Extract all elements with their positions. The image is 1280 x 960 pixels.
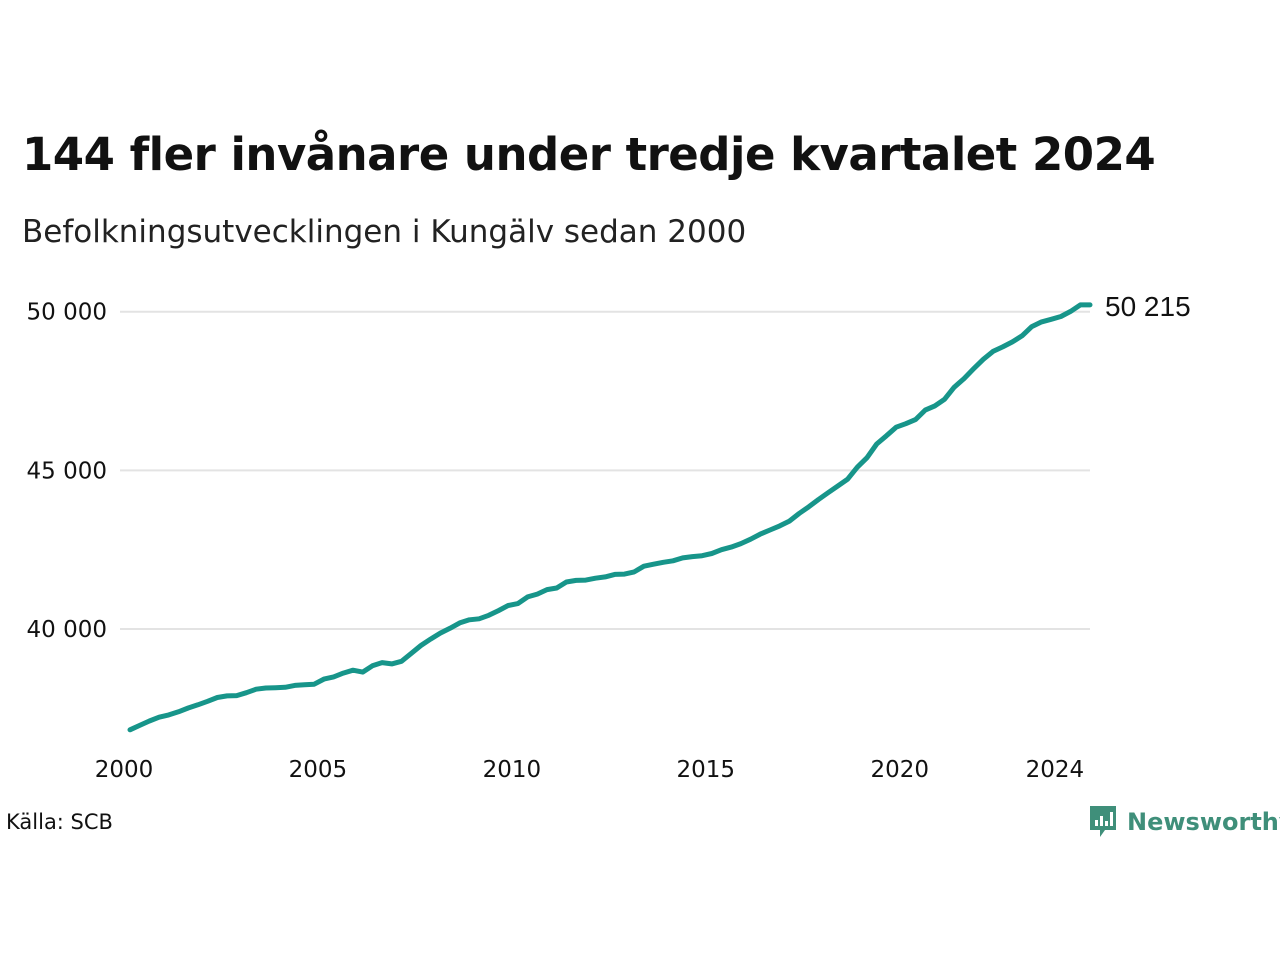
end-value-label: 50 215 bbox=[1105, 291, 1191, 322]
y-tick-label: 45 000 bbox=[27, 458, 107, 484]
population-series-line bbox=[127, 302, 1093, 733]
brand-name: Newsworthy bbox=[1127, 808, 1280, 836]
x-tick-label: 2020 bbox=[870, 757, 929, 783]
x-tick-label: 2000 bbox=[95, 757, 154, 783]
brand-logo: Newsworthy bbox=[1088, 804, 1280, 840]
chart-title: 144 fler invånare under tredje kvartalet… bbox=[22, 128, 1156, 181]
source-note: Källa: SCB bbox=[6, 810, 113, 834]
y-axis-ticks: 40 000 45 000 50 000 bbox=[27, 300, 107, 643]
x-axis-ticks: 2000 2005 2010 2015 2020 2024 bbox=[95, 757, 1084, 783]
gridlines bbox=[120, 310, 1090, 630]
y-tick-label: 40 000 bbox=[27, 617, 107, 643]
x-tick-label: 2010 bbox=[483, 757, 542, 783]
chart-subtitle: Befolkningsutvecklingen i Kungälv sedan … bbox=[22, 214, 747, 250]
y-tick-label: 50 000 bbox=[27, 300, 107, 326]
newsworthy-logo-icon bbox=[1090, 806, 1116, 837]
x-tick-label: 2015 bbox=[677, 757, 736, 783]
x-tick-label: 2005 bbox=[289, 757, 348, 783]
x-tick-label: 2024 bbox=[1026, 757, 1085, 783]
